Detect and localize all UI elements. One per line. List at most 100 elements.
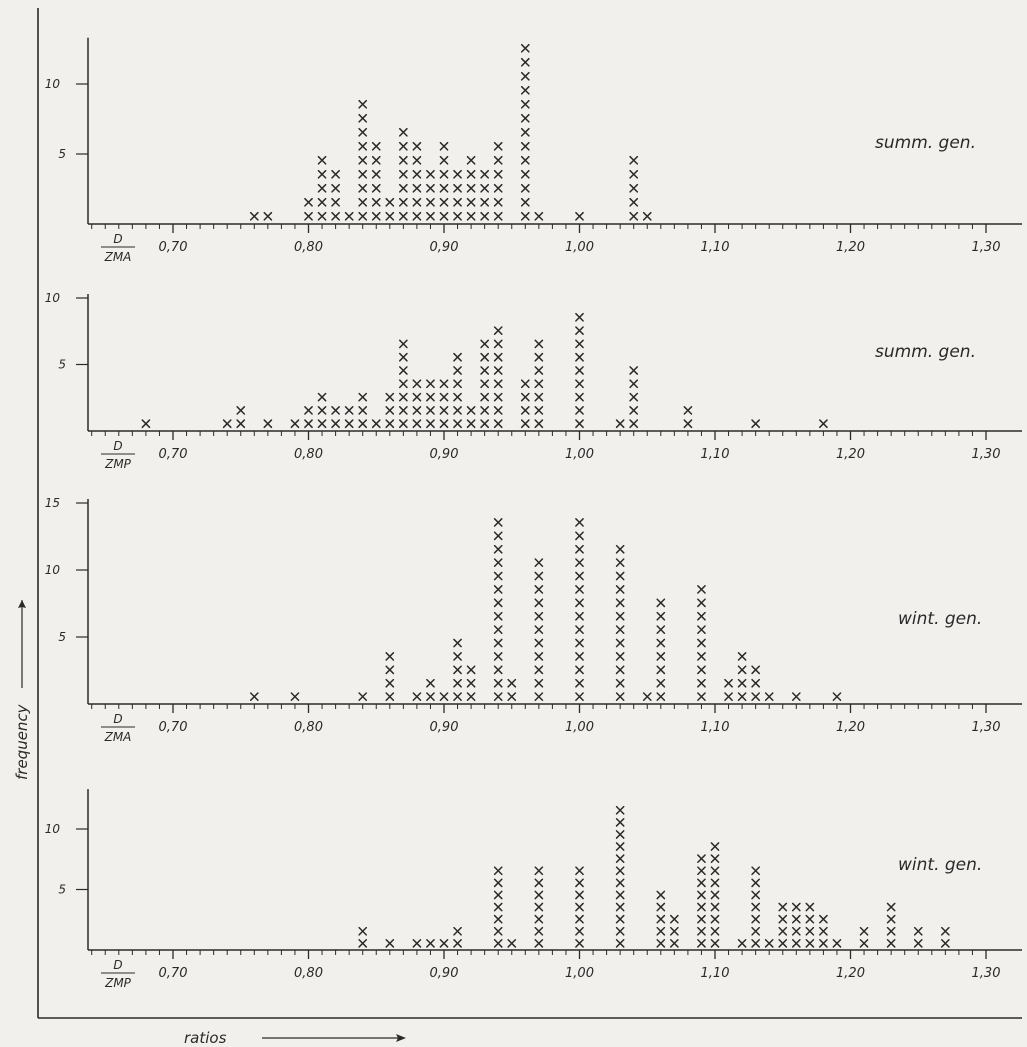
data-point-mark xyxy=(656,625,666,634)
data-point-mark xyxy=(697,890,706,900)
data-point-mark xyxy=(466,692,476,701)
x-tick-label: 0,80 xyxy=(294,720,323,735)
data-point-mark xyxy=(439,419,449,429)
data-point-mark xyxy=(358,692,368,701)
data-point-mark xyxy=(575,518,584,527)
data-point-mark xyxy=(615,830,625,839)
data-point-mark xyxy=(399,211,408,221)
data-point-mark xyxy=(466,419,476,429)
data-point-mark xyxy=(426,197,435,207)
data-point-mark xyxy=(493,638,503,648)
data-point-mark xyxy=(507,938,517,948)
data-column xyxy=(710,842,720,948)
data-point-mark xyxy=(859,938,869,948)
x-tick-label: 1,30 xyxy=(972,240,1001,255)
data-point-mark xyxy=(249,211,259,221)
data-column xyxy=(886,902,896,948)
data-point-mark xyxy=(358,99,368,109)
data-point-mark xyxy=(886,902,896,912)
ratios-arrowhead xyxy=(396,1034,406,1042)
data-point-mark xyxy=(520,197,530,207)
data-point-mark xyxy=(751,419,760,429)
data-point-mark xyxy=(615,938,625,948)
data-point-mark xyxy=(236,406,246,415)
data-column xyxy=(534,558,544,701)
data-point-mark xyxy=(656,902,666,912)
data-point-mark xyxy=(710,842,720,851)
data-point-mark xyxy=(615,625,625,634)
frequency-arrowhead xyxy=(18,600,26,608)
data-point-mark xyxy=(399,183,408,193)
data-point-mark xyxy=(615,854,625,863)
data-point-mark xyxy=(629,197,639,207)
data-point-mark xyxy=(466,211,476,221)
data-point-mark xyxy=(710,878,720,888)
data-point-mark xyxy=(466,678,476,688)
data-point-mark xyxy=(697,926,706,936)
data-point-mark xyxy=(534,392,544,402)
x-tick-label: 1,30 xyxy=(972,447,1001,462)
data-column xyxy=(642,211,652,221)
data-point-mark xyxy=(493,902,503,912)
data-point-mark xyxy=(385,211,395,221)
data-point-mark xyxy=(426,678,435,688)
data-point-mark xyxy=(493,598,503,608)
data-point-mark xyxy=(656,926,666,936)
data-point-mark xyxy=(304,406,313,415)
data-column xyxy=(439,692,449,701)
data-point-mark xyxy=(656,914,666,924)
data-column xyxy=(412,692,422,701)
data-point-mark xyxy=(819,938,828,948)
data-column xyxy=(751,665,760,701)
data-point-mark xyxy=(534,352,544,362)
x-tick-label: 1,10 xyxy=(701,720,730,735)
data-point-mark xyxy=(412,692,422,701)
data-point-mark xyxy=(453,678,462,688)
data-point-mark xyxy=(697,866,706,876)
data-point-mark xyxy=(317,211,327,221)
x-tick-label: 0,80 xyxy=(294,447,323,462)
ratio-numerator: D xyxy=(113,232,122,246)
data-column xyxy=(859,926,869,948)
data-column xyxy=(399,127,408,221)
data-point-mark xyxy=(493,419,503,429)
data-point-mark xyxy=(480,211,489,221)
data-point-mark xyxy=(358,127,368,137)
data-point-mark xyxy=(764,692,774,701)
x-tick-label: 1,10 xyxy=(701,966,730,981)
data-point-mark xyxy=(493,531,503,541)
data-point-mark xyxy=(886,914,896,924)
x-tick-label: 0,90 xyxy=(430,966,459,981)
data-point-mark xyxy=(534,419,544,429)
y-tick-label: 10 xyxy=(45,822,61,836)
data-point-mark xyxy=(520,379,530,389)
data-point-mark xyxy=(615,805,625,815)
data-point-mark xyxy=(480,379,489,389)
data-column xyxy=(520,43,530,221)
data-point-mark xyxy=(480,339,489,349)
data-point-mark xyxy=(412,419,422,429)
data-point-mark xyxy=(575,625,584,634)
data-point-mark xyxy=(615,571,625,581)
data-column xyxy=(507,678,517,701)
data-point-mark xyxy=(575,665,584,675)
data-point-mark xyxy=(507,678,517,688)
data-column xyxy=(249,211,259,221)
data-point-mark xyxy=(575,652,584,661)
data-point-mark xyxy=(615,611,625,621)
data-column xyxy=(493,866,503,948)
data-column xyxy=(737,938,747,948)
data-point-mark xyxy=(575,938,584,948)
data-column xyxy=(317,155,327,221)
data-point-mark xyxy=(778,926,788,936)
x-tick-label: 1,30 xyxy=(972,720,1001,735)
data-point-mark xyxy=(385,197,395,207)
data-point-mark xyxy=(453,379,462,389)
data-point-mark xyxy=(737,652,747,661)
data-point-mark xyxy=(575,544,584,554)
data-point-mark xyxy=(778,914,788,924)
data-column xyxy=(656,890,666,948)
data-point-mark xyxy=(819,914,828,924)
data-point-mark xyxy=(615,419,625,429)
data-point-mark xyxy=(358,141,368,151)
